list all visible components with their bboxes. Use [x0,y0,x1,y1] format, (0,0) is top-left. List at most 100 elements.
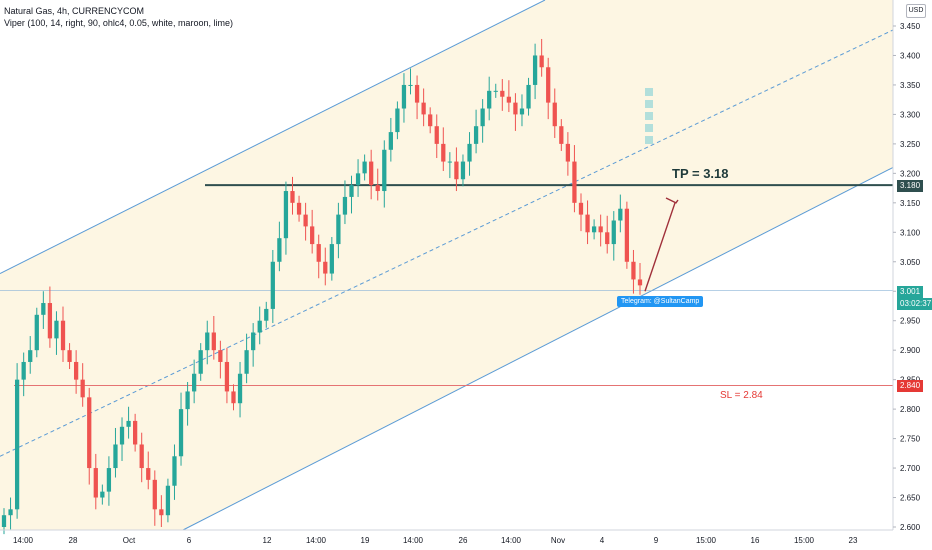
candle-body [251,332,256,351]
candle-body [67,350,72,362]
price-tick-label: 2.600 [900,523,921,532]
price-tick-label: 3.450 [900,22,921,31]
candle-body [60,320,66,351]
indicator-label: Viper (100, 14, right, 90, ohlc4, 0.05, … [4,18,233,28]
candle-body [473,126,479,144]
time-tick-label: 14:00 [501,536,522,545]
candle-body [408,84,413,86]
candle-body [205,332,210,351]
channel-lower-line [182,167,894,531]
candle-body [87,397,92,469]
candle-body [178,409,184,457]
projection-bar [645,136,653,144]
candle-body [578,202,584,215]
candle-body [80,379,85,398]
time-tick-label: 23 [849,536,858,545]
candle-body [500,90,505,97]
candle-body [113,444,118,469]
candle-body [624,208,630,262]
price-tick-label: 3.350 [900,81,921,90]
candle-body [47,303,53,339]
candle-body [480,108,485,127]
price-tick-label: 3.400 [900,51,921,60]
time-tick-label: 14:00 [403,536,424,545]
candle-body [257,320,262,333]
candle-body [526,84,531,109]
candle-body [133,420,138,445]
candle-body [198,350,203,374]
candle-body [598,226,603,233]
candle-body [375,185,380,192]
projection-bar [645,100,653,108]
candle-body [506,96,511,103]
candle-body [8,509,13,516]
candle-body [290,191,295,203]
candle-body [487,90,492,109]
price-tick-label: 2.900 [900,346,921,355]
candle-body [611,220,616,245]
time-tick-label: 26 [459,536,468,545]
candle-body [552,102,557,127]
candle-body [139,444,144,469]
channel-upper-line [0,0,546,274]
candle-body [152,479,157,510]
candle-body [414,84,420,103]
channel-fill [0,0,893,530]
time-tick-label: 9 [654,536,659,545]
time-tick-label: 19 [361,536,370,545]
projection-bar [645,112,653,120]
candle-body [336,214,341,245]
candle-body [585,214,590,233]
candle-body [401,84,407,109]
candle-body [224,361,230,392]
candle-body [323,261,328,274]
candle-body [270,261,275,309]
candle-body [54,320,59,339]
candle-body [546,67,551,103]
time-tick-label: Oct [123,536,136,545]
candle-body [41,303,46,315]
price-tick-label: 3.150 [900,199,921,208]
candle-body [637,279,643,286]
candle-body [447,161,452,163]
price-tick-label: 3.050 [900,258,921,267]
candle-body [605,232,610,245]
candle-body [454,161,459,180]
candle-body [126,420,131,427]
price-tick-label: 3.250 [900,140,921,149]
currency-label[interactable]: USD [906,4,926,18]
candle-body [283,191,289,239]
candle-body [119,426,125,445]
time-tick-label: 15:00 [794,536,815,545]
candle-body [237,373,243,404]
candle-body [467,143,472,162]
candle-body [618,208,623,221]
candle-body [310,226,315,245]
candle-body [277,238,282,262]
candle-body [218,350,223,362]
time-tick-label: 16 [751,536,760,545]
candle-body [264,308,269,321]
candle-body [21,361,26,380]
candle-body [28,350,33,362]
candle-body [146,468,151,480]
price-tick-label: 2.800 [900,405,921,414]
candle-body [303,214,308,227]
candle-body [329,244,334,274]
tp-arrow [644,202,676,292]
price-tick-label: 2.650 [900,494,921,503]
countdown-tag: 03:02:37 [897,298,932,310]
candle-body [34,314,39,351]
time-tick-label: 28 [69,536,78,545]
current-price-tag: 3.001 [897,286,924,298]
time-tick-label: 15:00 [696,536,717,545]
candle-body [165,485,171,516]
candle-body [565,143,571,162]
candle-body [519,108,525,115]
candle-body [591,226,597,233]
price-tick-label: 2.700 [900,464,921,473]
candle-body [355,173,361,186]
projection-bar [645,88,653,96]
candle-body [185,391,190,410]
